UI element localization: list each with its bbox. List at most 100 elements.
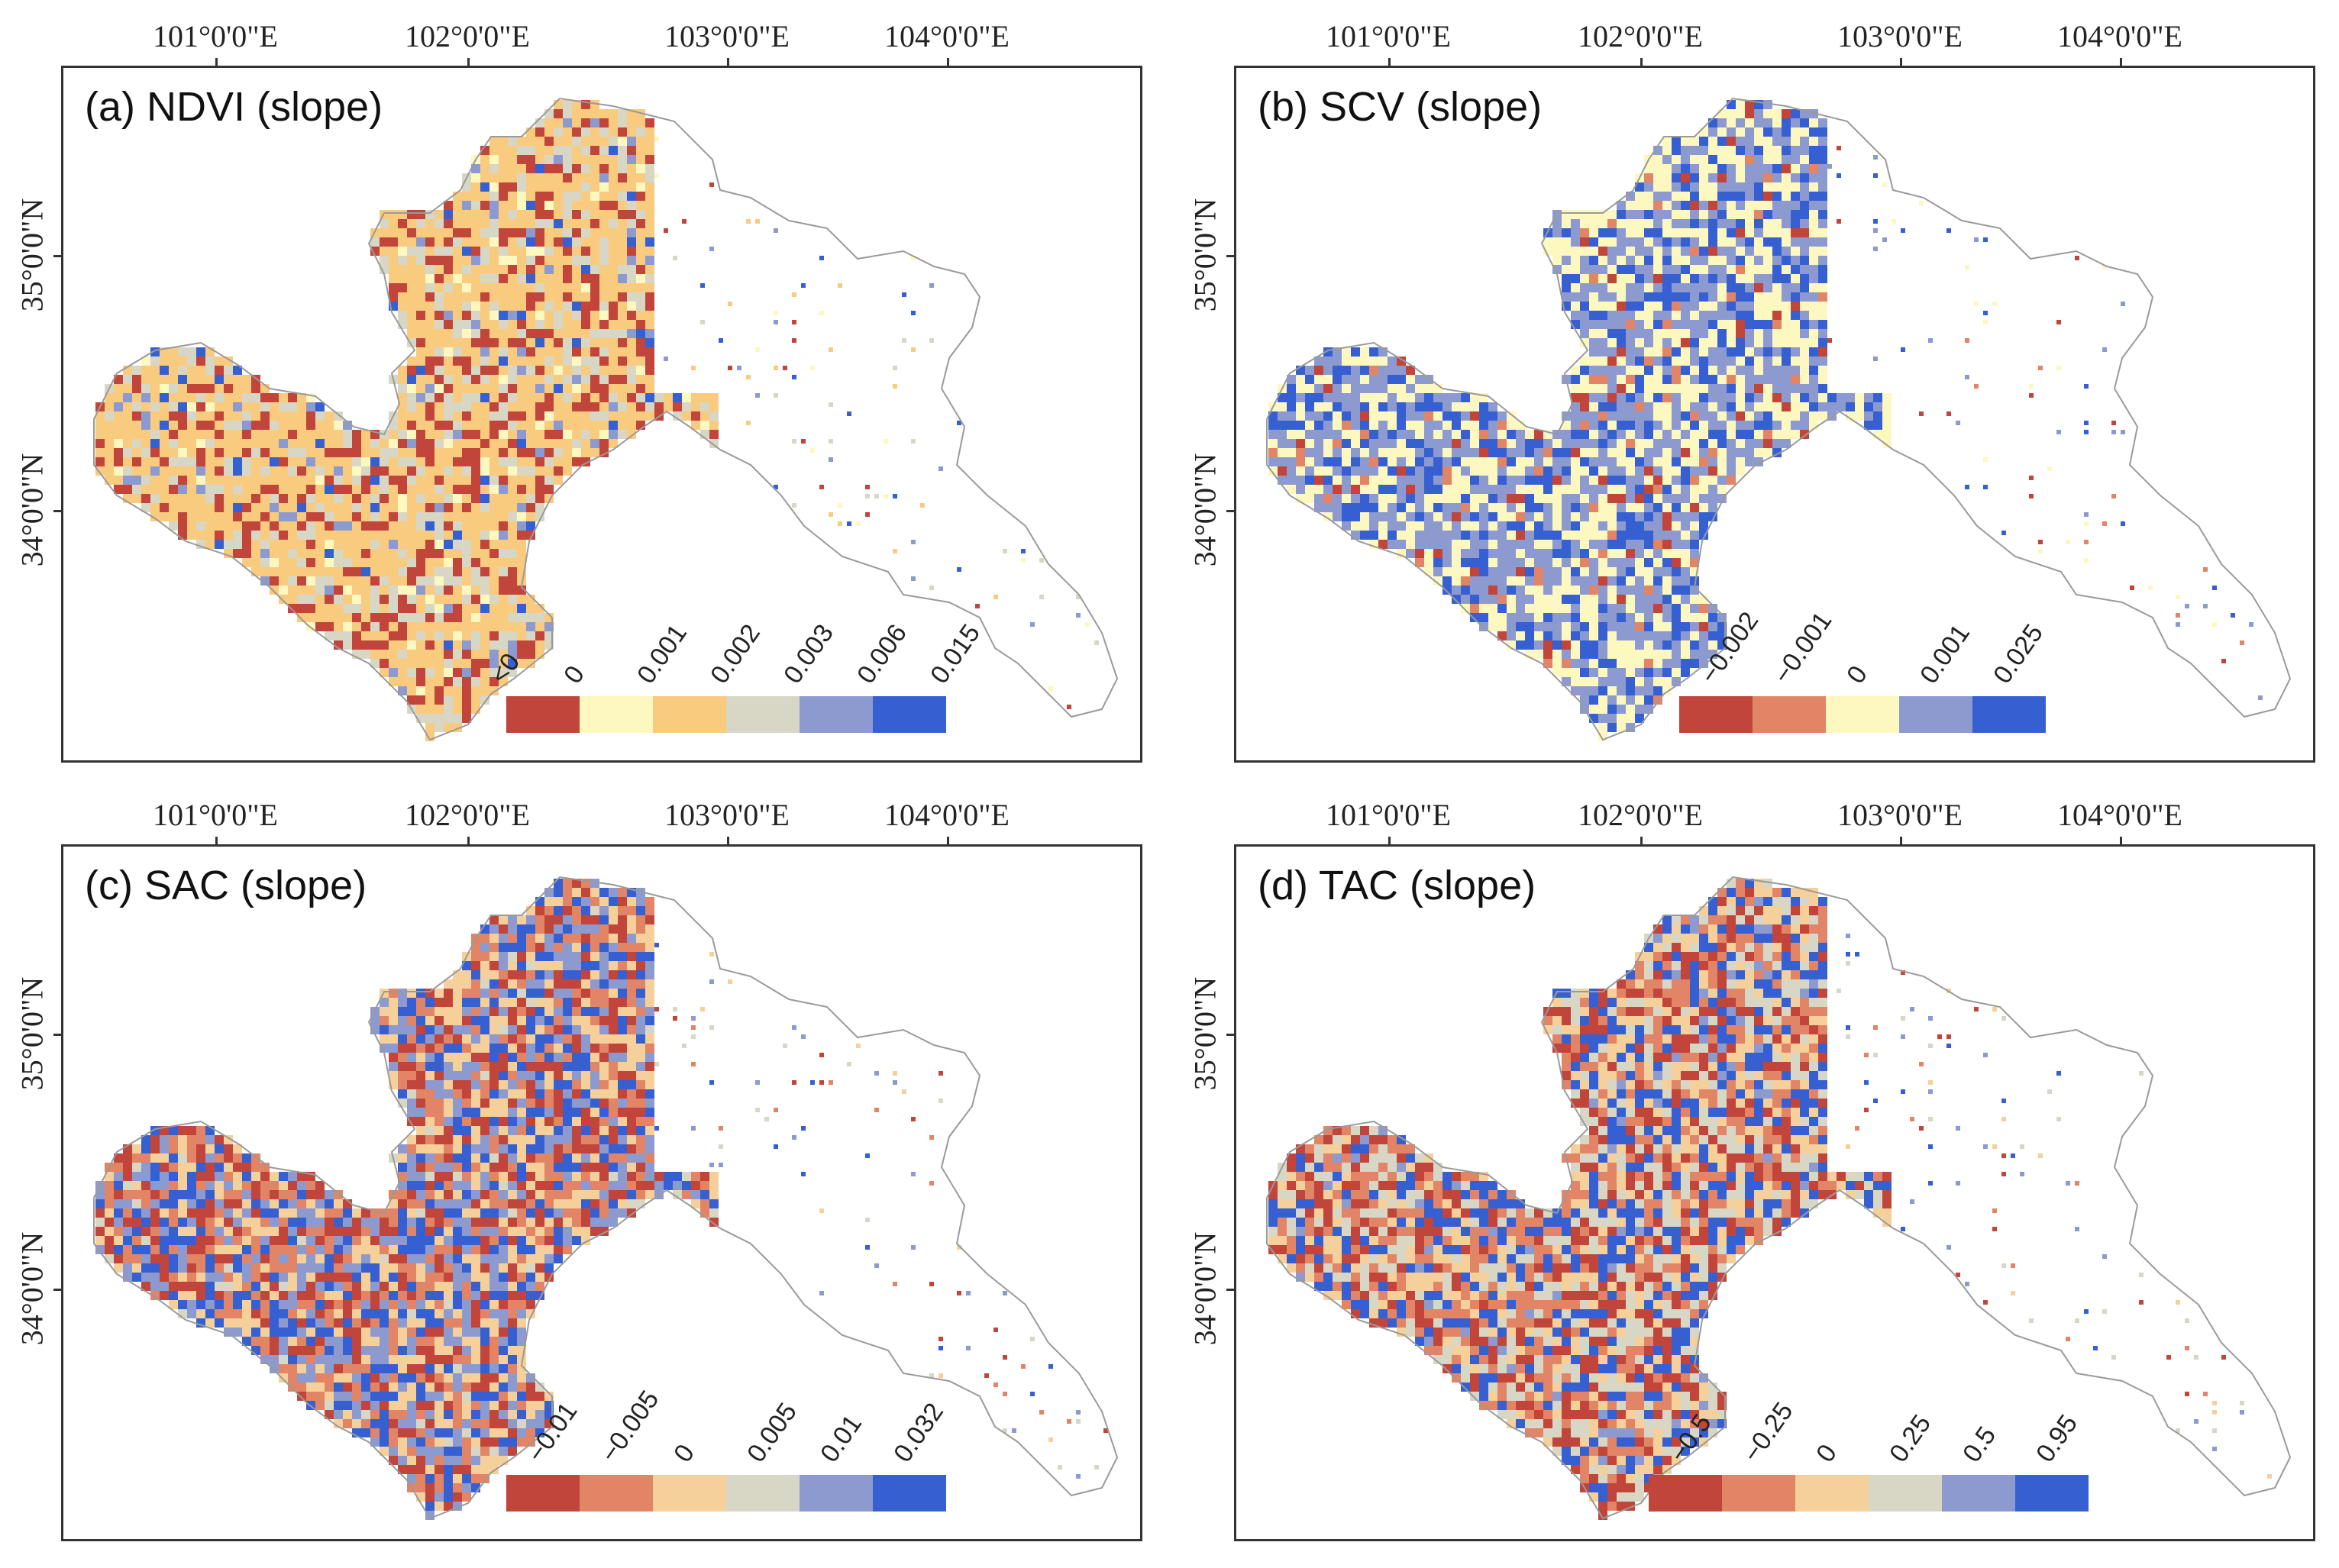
raster-pixel (407, 531, 416, 540)
raster-pixel (1635, 695, 1644, 705)
raster-pixel (1809, 347, 1818, 357)
raster-pixel (1644, 228, 1653, 237)
raster-pixel (554, 146, 563, 155)
raster-pixel (645, 127, 654, 137)
longitude-tick-label: 101°0'0"E (153, 19, 278, 53)
raster-pixel (1342, 485, 1351, 494)
raster-pixel (499, 384, 508, 393)
raster-pixel (1791, 192, 1800, 201)
raster-pixel (2084, 521, 2089, 526)
raster-pixel (1617, 265, 1626, 274)
raster-pixel (462, 292, 471, 302)
raster-pixel (581, 192, 590, 201)
raster-pixel (1525, 457, 1534, 466)
raster-pixel (609, 210, 618, 219)
raster-pixel (517, 237, 526, 247)
raster-pixel (783, 1044, 787, 1048)
raster-pixel (1653, 595, 1662, 604)
raster-pixel (435, 1016, 444, 1025)
raster-pixel (1662, 503, 1672, 512)
raster-pixel (398, 228, 407, 237)
raster-pixel (480, 549, 489, 558)
raster-pixel (544, 888, 554, 897)
raster-pixel (480, 485, 489, 494)
raster-pixel (1644, 677, 1653, 686)
raster-pixel (645, 247, 654, 256)
raster-pixel (1626, 366, 1635, 375)
raster-pixel (1736, 265, 1745, 274)
raster-pixel (554, 256, 563, 265)
raster-pixel (1543, 549, 1552, 558)
raster-pixel (462, 531, 471, 540)
raster-pixel (132, 448, 141, 457)
raster-pixel (609, 237, 618, 247)
longitude-tick-label: 103°0'0"E (664, 798, 790, 832)
raster-pixel (517, 457, 526, 466)
raster-pixel (1635, 302, 1644, 311)
raster-pixel (398, 650, 407, 659)
raster-pixel (1644, 659, 1653, 668)
raster-pixel (526, 494, 535, 503)
raster-pixel (1763, 237, 1772, 247)
raster-pixel (554, 979, 563, 989)
raster-pixel (407, 576, 416, 586)
raster-pixel (700, 411, 709, 421)
raster-pixel (1690, 494, 1699, 503)
raster-pixel (132, 457, 141, 466)
raster-pixel (1406, 457, 1415, 466)
raster-pixel (544, 915, 554, 924)
raster-pixel (590, 1016, 599, 1025)
raster-pixel (1754, 219, 1763, 228)
raster-pixel (1342, 448, 1351, 457)
raster-pixel (1516, 476, 1525, 485)
raster-pixel (499, 558, 508, 567)
raster-pixel (554, 989, 563, 998)
raster-pixel (1488, 586, 1497, 595)
raster-pixel (1699, 247, 1708, 256)
raster-pixel (1681, 137, 1690, 146)
raster-pixel (508, 961, 517, 970)
raster-pixel (1708, 164, 1717, 173)
raster-pixel (1901, 228, 1905, 233)
raster-pixel (618, 109, 627, 118)
raster-pixel (1607, 677, 1617, 686)
raster-pixel (609, 961, 618, 970)
raster-pixel (1598, 283, 1607, 292)
raster-pixel (1617, 659, 1626, 668)
raster-pixel (1607, 613, 1617, 622)
raster-pixel (1662, 650, 1672, 659)
raster-pixel (590, 329, 599, 338)
raster-pixel (1672, 329, 1681, 338)
raster-pixel (517, 430, 526, 439)
raster-pixel (1736, 109, 1745, 118)
raster-pixel (1388, 448, 1397, 457)
raster-pixel (1717, 448, 1727, 457)
raster-pixel (1287, 402, 1296, 411)
raster-pixel (526, 366, 535, 375)
raster-pixel (1617, 338, 1626, 347)
raster-pixel (636, 173, 645, 182)
raster-pixel (435, 686, 444, 695)
raster-pixel (1543, 640, 1552, 650)
raster-pixel (1653, 659, 1662, 668)
raster-pixel (1589, 247, 1598, 256)
raster-pixel (1928, 338, 1933, 343)
raster-pixel (1507, 604, 1516, 613)
raster-pixel (389, 540, 398, 549)
raster-pixel (306, 485, 315, 494)
raster-pixel (746, 421, 751, 425)
raster-pixel (508, 476, 517, 485)
raster-pixel (1617, 494, 1626, 503)
raster-pixel (489, 521, 499, 531)
raster-pixel (1653, 237, 1662, 247)
raster-pixel (636, 906, 645, 915)
raster-pixel (1745, 357, 1754, 366)
raster-pixel (1488, 466, 1497, 476)
raster-pixel (590, 915, 599, 924)
raster-pixel (334, 512, 343, 521)
raster-pixel (1635, 384, 1644, 393)
raster-pixel (251, 457, 260, 466)
raster-pixel (178, 366, 187, 375)
raster-pixel (1736, 173, 1745, 182)
raster-pixel (508, 650, 517, 659)
